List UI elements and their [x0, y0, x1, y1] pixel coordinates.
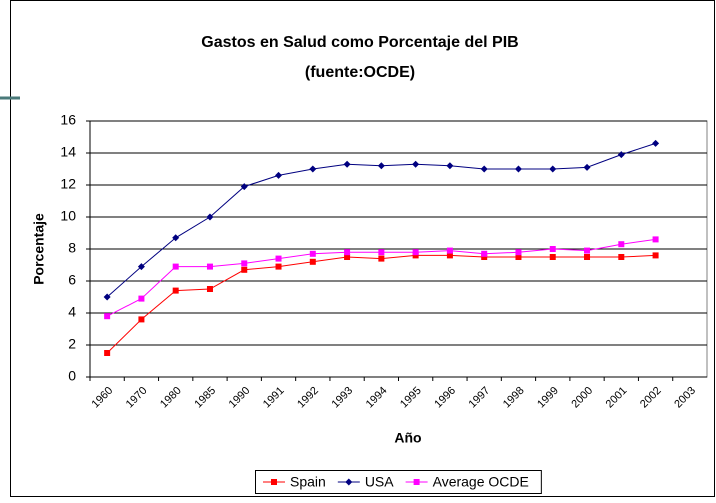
y-tick-label: 16 [60, 112, 76, 128]
data-point [137, 263, 145, 271]
data-point [618, 241, 625, 248]
data-point [652, 139, 660, 147]
data-point [172, 263, 179, 270]
data-point [104, 313, 111, 320]
data-point [172, 287, 179, 294]
data-point [412, 160, 420, 168]
data-point [617, 151, 625, 159]
data-point [584, 247, 591, 254]
data-point [446, 252, 453, 259]
data-point [378, 249, 385, 256]
data-point [446, 162, 454, 170]
y-tick-label: 10 [60, 208, 76, 224]
data-point [240, 183, 248, 191]
data-point [549, 246, 556, 252]
data-point [584, 254, 591, 260]
data-point [172, 234, 180, 242]
legend-box [255, 470, 542, 494]
data-point [241, 260, 248, 267]
data-point [652, 236, 659, 243]
data-point [309, 258, 316, 265]
legend-label: Average OCDE [433, 474, 529, 490]
data-point [138, 316, 145, 323]
legend-marker [413, 479, 420, 485]
legend-label: USA [365, 474, 394, 490]
y-tick-label: 2 [68, 336, 76, 352]
data-point [309, 165, 317, 173]
data-point [103, 293, 111, 301]
y-tick-label: 6 [68, 272, 76, 288]
data-point [549, 254, 556, 260]
data-point [275, 171, 283, 179]
chart-title: Gastos en Salud como Porcentaje del PIB [201, 34, 518, 51]
data-point [344, 254, 351, 260]
data-point [549, 165, 557, 173]
data-point [481, 250, 488, 257]
data-point [275, 263, 282, 270]
data-point [514, 165, 522, 173]
data-point [206, 286, 213, 292]
data-point [481, 254, 488, 260]
data-point [377, 162, 385, 170]
data-point [583, 163, 591, 171]
x-axis-label: Año [394, 430, 421, 446]
data-point [480, 165, 488, 173]
data-point [275, 255, 282, 262]
chart-subtitle: (fuente:OCDE) [305, 64, 415, 81]
legend-marker [271, 479, 277, 485]
data-point [206, 213, 214, 221]
data-point [344, 249, 351, 256]
y-tick-label: 4 [68, 304, 76, 320]
y-tick-label: 14 [60, 144, 76, 160]
data-point [378, 255, 385, 262]
data-point [138, 295, 145, 302]
data-point [343, 160, 351, 168]
y-tick-label: 8 [68, 240, 76, 256]
data-point [515, 249, 522, 256]
data-point [515, 254, 522, 260]
legend-marker [345, 478, 353, 486]
legend: Spain USA Average OCDE [255, 470, 542, 494]
y-tick-label: 12 [60, 176, 76, 192]
data-point [446, 247, 453, 254]
data-point [412, 252, 419, 259]
y-axis-label: Porcentaje [31, 213, 47, 285]
data-point [241, 266, 248, 273]
data-point [412, 249, 419, 256]
legend-label: Spain [290, 474, 326, 490]
data-point [618, 254, 625, 260]
data-point [652, 252, 659, 259]
data-point [309, 250, 316, 257]
y-tick-label: 0 [68, 368, 76, 384]
data-point [206, 263, 213, 270]
data-point [104, 350, 111, 356]
